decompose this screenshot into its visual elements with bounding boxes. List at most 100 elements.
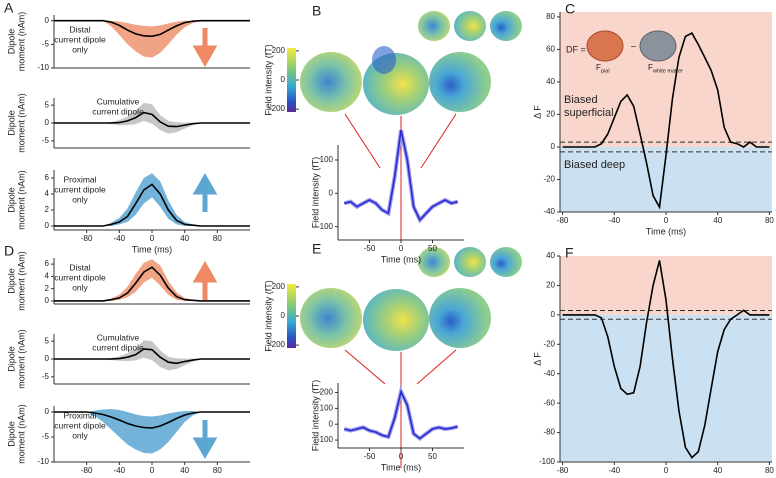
data-line xyxy=(562,260,770,459)
topomap xyxy=(300,288,362,348)
x-tick-label: -80 xyxy=(557,216,569,225)
y-tick-label: 0 xyxy=(45,16,50,25)
y-axis-label: Dipole xyxy=(6,187,16,213)
y-tick-label: 20 xyxy=(546,110,555,119)
y-tick-label: 0 xyxy=(551,142,556,151)
x-tick-label: 50 xyxy=(428,244,437,253)
y-axis-label: moment (nAm) xyxy=(16,170,26,230)
y-tick-label: 2 xyxy=(45,205,50,214)
panel-label: F xyxy=(565,245,574,261)
y-axis-label: Dipole xyxy=(6,268,16,294)
trial-spread xyxy=(54,409,250,454)
x-tick-label: 80 xyxy=(765,216,774,225)
x-tick-label: -80 xyxy=(81,466,93,475)
x-tick-label: -40 xyxy=(609,216,621,225)
arrows xyxy=(192,28,218,460)
annotation: current dipole xyxy=(54,34,106,44)
y-tick-label: 6 xyxy=(45,173,50,182)
y-tick-label: 20 xyxy=(546,281,555,290)
topomap-small xyxy=(418,247,450,277)
annotation: only xyxy=(72,44,88,54)
data-line xyxy=(54,348,250,365)
region-label: superficial xyxy=(564,107,614,119)
colorbar-tick-label: 0 xyxy=(281,75,286,84)
connector xyxy=(416,349,457,385)
y-tick-label: -40 xyxy=(543,207,555,216)
y-tick-label: 2 xyxy=(45,284,50,293)
y-axis-label: Dipole xyxy=(6,29,16,55)
formula-term: F xyxy=(596,63,601,72)
topomap-small xyxy=(454,247,486,277)
brain-pial xyxy=(586,30,624,62)
connector xyxy=(344,113,381,169)
y-tick-label: 100 xyxy=(320,403,334,412)
panel-label: D xyxy=(4,243,14,259)
x-axis-label: Time (ms) xyxy=(132,244,172,254)
brain-white-matter xyxy=(639,30,677,62)
panel-label: B xyxy=(312,3,321,19)
data-line xyxy=(54,19,250,38)
colorbar-tick-label: 200 xyxy=(272,282,286,291)
annotation: Cumulative xyxy=(97,332,140,342)
x-tick-label: 80 xyxy=(765,466,774,475)
y-axis-label: moment (nAm) xyxy=(16,93,26,153)
data-line xyxy=(344,129,458,222)
topomap-small xyxy=(490,11,522,41)
x-tick-label: -80 xyxy=(557,466,569,475)
y-tick-label: -80 xyxy=(543,428,555,437)
x-tick-label: 40 xyxy=(180,234,189,243)
x-tick-label: -80 xyxy=(81,234,93,243)
topomap-small xyxy=(490,247,522,277)
y-tick-label: -20 xyxy=(543,175,555,184)
colorbar-label: Field intensity (fT) xyxy=(263,280,273,352)
formula-sub: white matter xyxy=(652,68,683,74)
y-tick-label: 0 xyxy=(45,118,50,127)
y-tick-label: 4 xyxy=(45,272,50,281)
y-tick-label: 200 xyxy=(320,388,334,397)
y-tick-label: 0 xyxy=(45,221,50,230)
y-tick-label: -100 xyxy=(317,435,334,444)
topomap xyxy=(429,52,491,112)
panel-label: E xyxy=(312,241,321,257)
topomap xyxy=(429,288,491,348)
y-tick-label: 0 xyxy=(329,188,334,197)
y-axis-label: Δ F xyxy=(532,352,542,366)
y-axis-label: moment (nAm) xyxy=(16,251,26,311)
annotation: only xyxy=(72,194,88,204)
data-line xyxy=(54,411,250,429)
y-tick-label: -10 xyxy=(37,457,49,466)
y-tick-label: 60 xyxy=(546,45,555,54)
annotation: current dipole xyxy=(54,420,106,430)
y-tick-label: 0 xyxy=(45,296,50,305)
arrow xyxy=(192,260,218,300)
annotation: only xyxy=(72,282,88,292)
colorbar-tick-label: 200 xyxy=(272,46,286,55)
y-tick-label: 40 xyxy=(546,77,555,86)
y-axis-label: moment (nAm) xyxy=(16,329,26,389)
y-tick-label: -5 xyxy=(42,39,50,48)
trial-spread xyxy=(54,103,250,134)
data-line xyxy=(562,32,770,210)
annotation: only xyxy=(72,430,88,440)
y-axis-label: Dipole xyxy=(6,346,16,372)
data-line xyxy=(54,111,250,128)
x-tick-label: 40 xyxy=(180,466,189,475)
region-label: Biased xyxy=(564,94,598,106)
formula-sub: pial xyxy=(601,68,610,74)
x-tick-label: 50 xyxy=(428,452,437,461)
colorbar-label: Field intensity (fT) xyxy=(263,44,273,116)
y-tick-label: 40 xyxy=(546,251,555,260)
topomaps-e xyxy=(300,247,522,468)
y-tick-label: -5 xyxy=(42,136,50,145)
data-line xyxy=(54,183,250,227)
x-tick-label: 40 xyxy=(713,466,722,475)
panel-label: C xyxy=(565,1,575,17)
y-tick-label: 80 xyxy=(546,12,555,21)
y-tick-label: 0 xyxy=(45,354,50,363)
y-tick-label: -40 xyxy=(543,369,555,378)
y-axis-label: Field intensity (fT) xyxy=(310,157,320,229)
colorbar xyxy=(287,48,296,112)
y-axis-label: Field intensity (fT) xyxy=(310,380,320,452)
x-tick-label: -50 xyxy=(364,244,376,253)
